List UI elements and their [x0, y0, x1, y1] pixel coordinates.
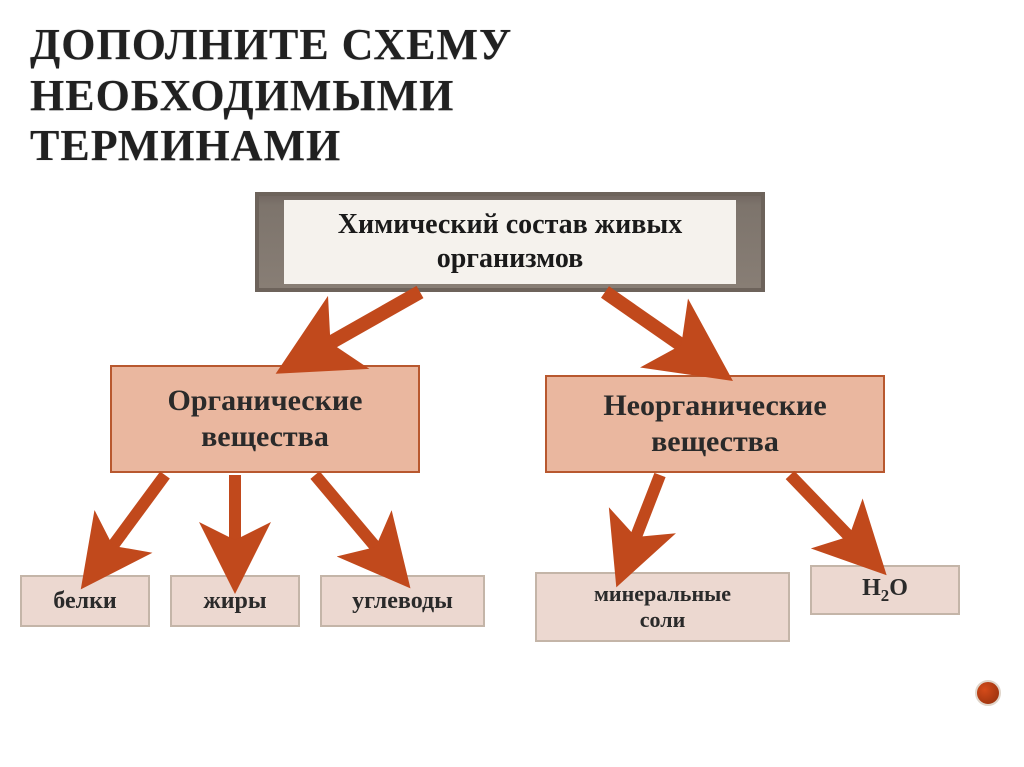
title-line-1: ДОПОЛНИТЕ СХЕМУ: [30, 20, 512, 69]
root-node: Химический состав живых организмов: [255, 192, 765, 292]
root-line-1: Химический состав живых: [338, 209, 682, 240]
leaf-water: H2O: [810, 565, 960, 615]
organic-line-2: вещества: [201, 420, 329, 453]
root-line-2: организмов: [437, 243, 584, 274]
organic-line-1: Органические: [167, 384, 362, 417]
leaf-salts-line-2: соли: [640, 607, 686, 632]
inorganic-line-2: вещества: [651, 425, 779, 458]
leaf-water-formula: H2O: [862, 574, 908, 606]
leaf-proteins-label: белки: [53, 587, 116, 616]
leaf-fats: жиры: [170, 575, 300, 627]
inorganic-text: Неорганические вещества: [603, 388, 826, 460]
leaf-salts: минеральные соли: [535, 572, 790, 642]
title-line-3: ТЕРМИНАМИ: [30, 121, 341, 170]
organic-text: Органические вещества: [167, 383, 362, 455]
inorganic-line-1: Неорганические: [603, 389, 826, 422]
organic-node: Органические вещества: [110, 365, 420, 473]
leaf-proteins: белки: [20, 575, 150, 627]
page-title: ДОПОЛНИТЕ СХЕМУ НЕОБХОДИМЫМИ ТЕРМИНАМИ: [30, 20, 512, 172]
inorganic-node: Неорганические вещества: [545, 375, 885, 473]
leaf-salts-line-1: минеральные: [594, 581, 731, 606]
leaf-fats-label: жиры: [203, 587, 266, 616]
leaf-carbs: углеводы: [320, 575, 485, 627]
corner-badge-icon: [975, 680, 1001, 706]
leaf-carbs-label: углеводы: [352, 587, 453, 616]
root-inner: Химический состав живых организмов: [284, 200, 736, 283]
leaf-salts-text: минеральные соли: [594, 581, 731, 634]
title-line-2: НЕОБХОДИМЫМИ: [30, 71, 454, 120]
